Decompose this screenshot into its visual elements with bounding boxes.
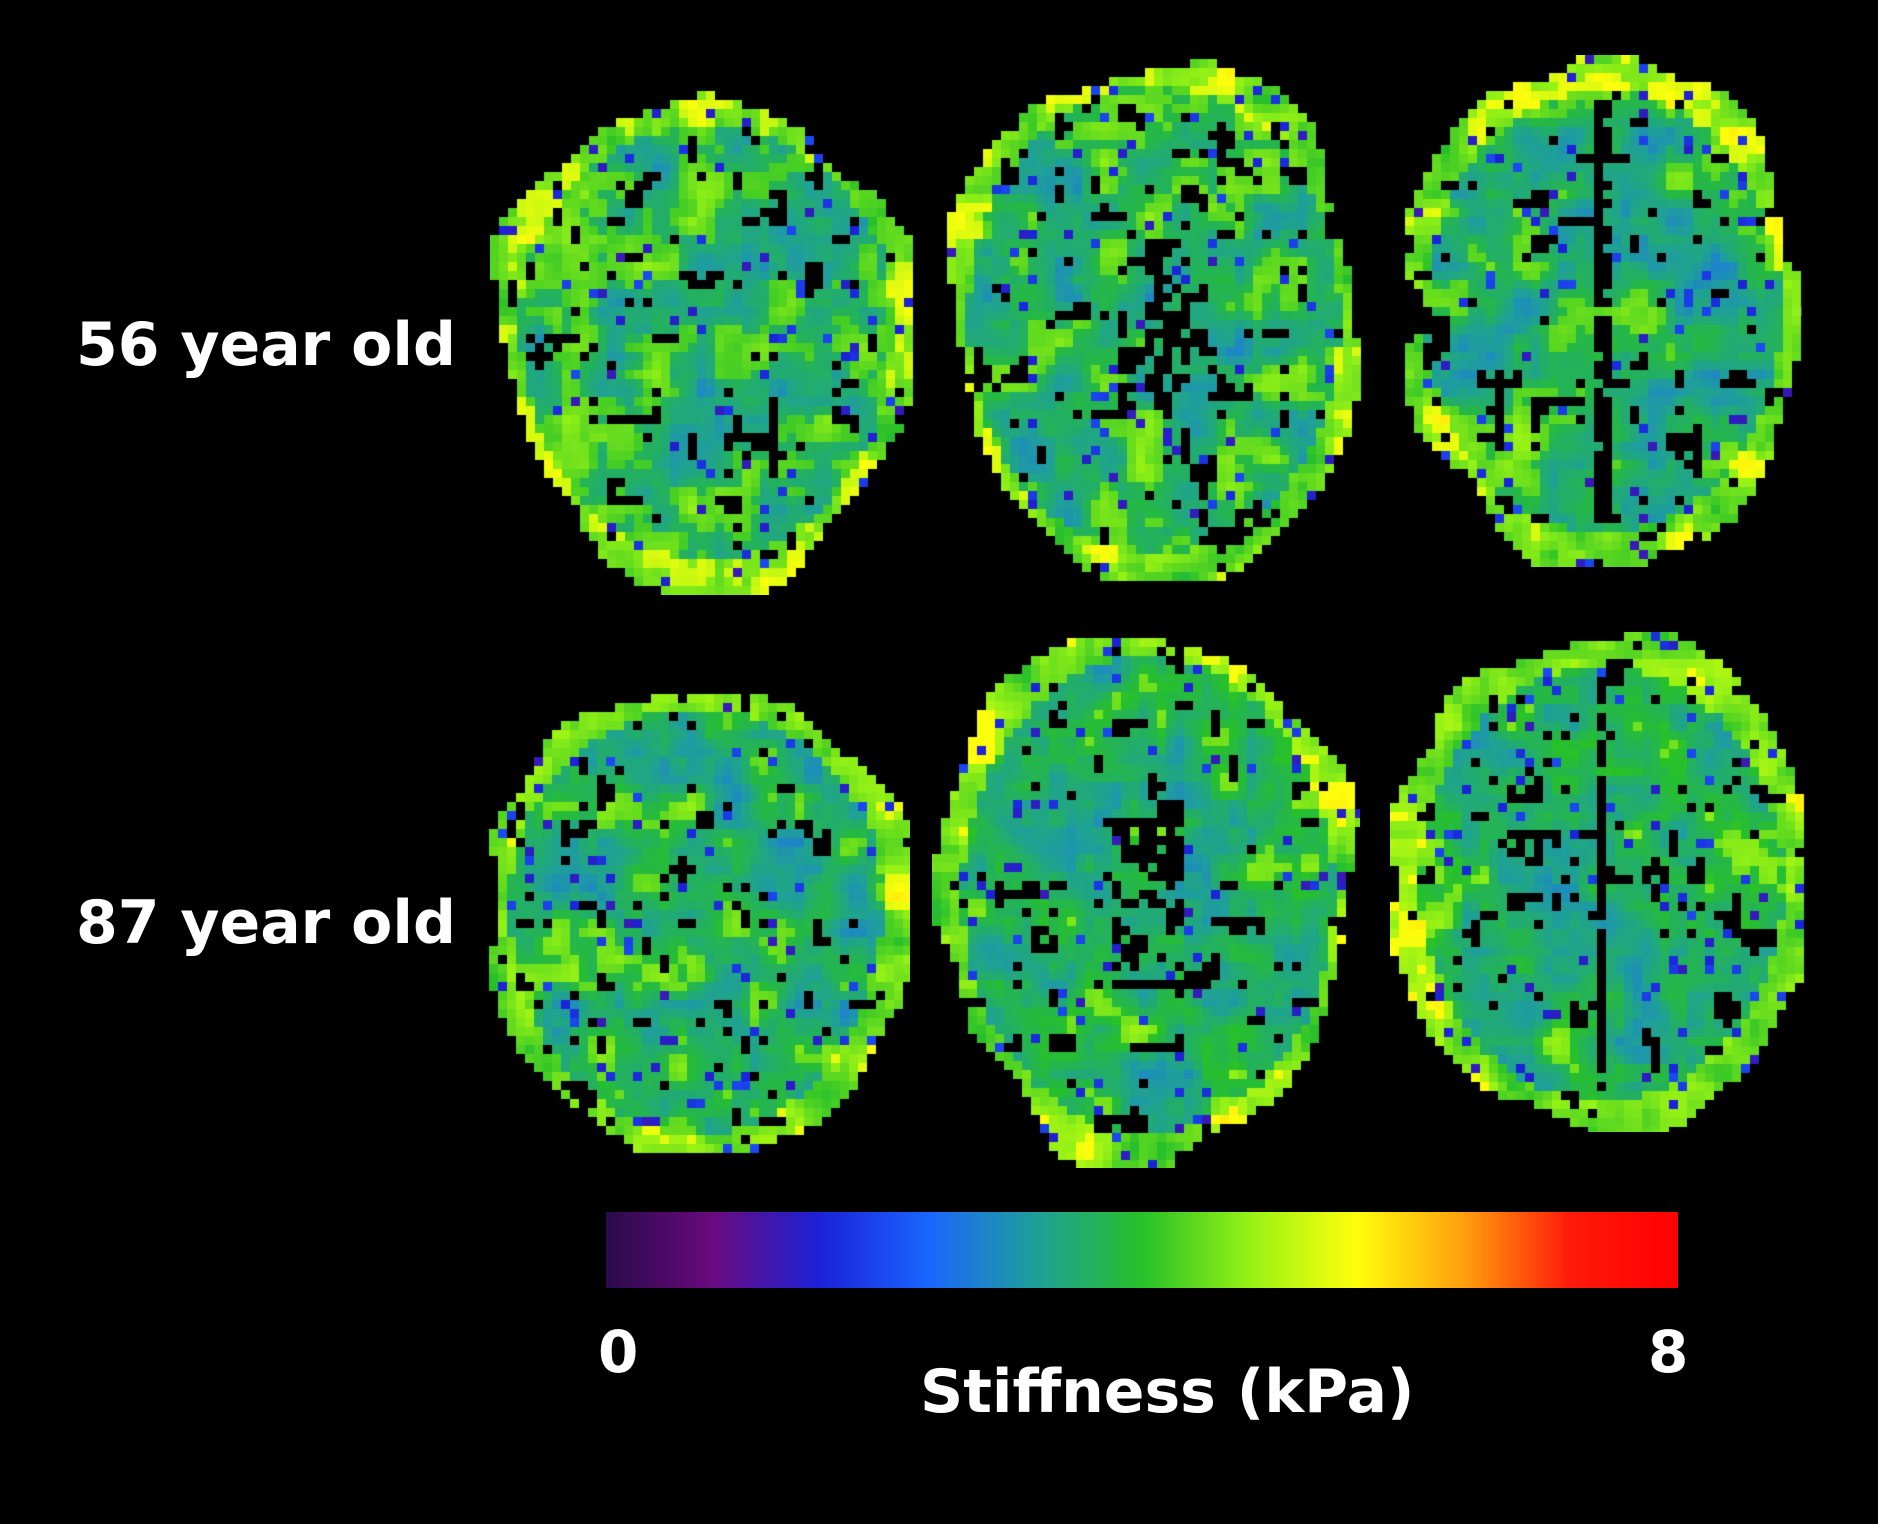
row-label-56: 56 year old: [76, 310, 456, 380]
brain-slice-87-inferior: [480, 640, 910, 1168]
colorbar-title: Stiffness (kPa): [920, 1357, 1415, 1427]
stiffness-colorbar: [606, 1212, 1678, 1288]
colorbar-max-label: 8: [1648, 1318, 1689, 1386]
brain-slice-87-superior: [1390, 632, 1810, 1132]
brain-slice-56-inferior: [490, 55, 920, 595]
row-label-87: 87 year old: [76, 888, 456, 958]
colorbar-min-label: 0: [598, 1318, 639, 1386]
brain-slice-87-middle: [932, 620, 1360, 1168]
brain-slice-56-superior: [1396, 55, 1802, 567]
brain-slice-56-middle: [938, 50, 1370, 588]
